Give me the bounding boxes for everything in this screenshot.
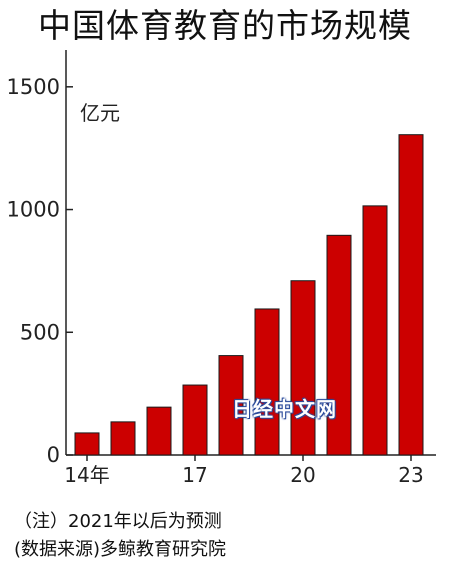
bar-2015: [110, 421, 136, 456]
bar-2023: [398, 134, 424, 456]
y-tick-label: 1500: [7, 75, 60, 99]
x-tick-label: 23: [398, 463, 423, 487]
bar-2019: [254, 308, 280, 456]
x-tick-label: 14年: [64, 463, 109, 487]
bar-2021: [326, 234, 352, 456]
chart-notes: （注）2021年以后为预测 (数据来源)多鲸教育研究院: [14, 508, 226, 564]
bar-2020: [290, 280, 316, 456]
bar-2016: [146, 406, 172, 456]
bar-2014: [74, 432, 100, 456]
note-forecast: （注）2021年以后为预测: [14, 511, 222, 532]
y-tick-label: 1000: [7, 198, 60, 222]
chart-title: 中国体育教育的市场规模: [38, 6, 412, 45]
x-tick-label: 20: [290, 463, 315, 487]
watermark-text: 日经中文网: [232, 397, 337, 421]
chart-bars: [74, 134, 424, 456]
note-source: (数据来源)多鲸教育研究院: [14, 539, 227, 560]
chart-labels: 0 500 1000 1500 亿元 14年 17 20 23: [7, 75, 424, 487]
bar-chart: 0 500 1000 1500 亿元 14年 17 20 23: [7, 50, 436, 487]
x-tick-label: 17: [182, 463, 207, 487]
bar-2022: [362, 205, 388, 456]
bar-2018: [218, 355, 244, 456]
bar-2017: [182, 384, 208, 456]
y-tick-label: 0: [47, 443, 60, 467]
y-unit-label: 亿元: [80, 101, 120, 125]
y-tick-label: 500: [20, 320, 60, 344]
